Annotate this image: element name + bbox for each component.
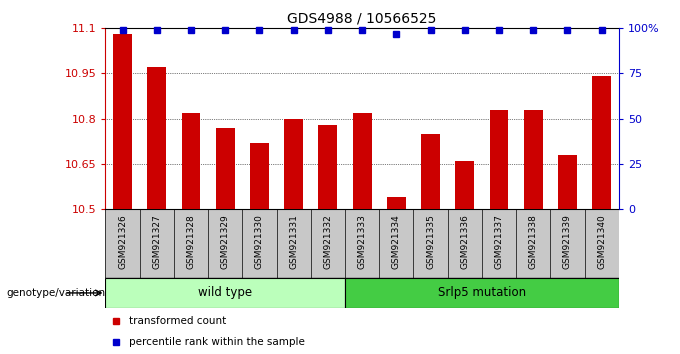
Bar bbox=[148, 67, 166, 209]
Text: GSM921336: GSM921336 bbox=[460, 215, 469, 269]
Bar bbox=[558, 155, 577, 209]
Title: GDS4988 / 10566525: GDS4988 / 10566525 bbox=[288, 12, 437, 26]
Text: wild type: wild type bbox=[198, 286, 252, 299]
Bar bbox=[216, 128, 235, 209]
Text: GSM921337: GSM921337 bbox=[494, 215, 503, 269]
Bar bbox=[250, 143, 269, 209]
Text: genotype/variation: genotype/variation bbox=[7, 288, 106, 298]
Text: GSM921331: GSM921331 bbox=[289, 215, 298, 269]
Bar bbox=[105, 209, 619, 278]
Text: GSM921335: GSM921335 bbox=[426, 215, 435, 269]
Bar bbox=[318, 125, 337, 209]
Text: GSM921334: GSM921334 bbox=[392, 215, 401, 269]
Bar bbox=[490, 110, 509, 209]
Bar bbox=[182, 113, 201, 209]
Bar bbox=[387, 197, 406, 209]
Text: GSM921327: GSM921327 bbox=[152, 215, 161, 269]
Text: GSM921329: GSM921329 bbox=[221, 215, 230, 269]
Bar bbox=[456, 161, 474, 209]
Text: transformed count: transformed count bbox=[129, 316, 226, 326]
Bar bbox=[353, 113, 371, 209]
Text: GSM921340: GSM921340 bbox=[597, 215, 606, 269]
Bar bbox=[284, 119, 303, 209]
Text: GSM921328: GSM921328 bbox=[186, 215, 195, 269]
Text: GSM921330: GSM921330 bbox=[255, 215, 264, 269]
Text: GSM921333: GSM921333 bbox=[358, 215, 367, 269]
Text: Srlp5 mutation: Srlp5 mutation bbox=[438, 286, 526, 299]
Bar bbox=[592, 76, 611, 209]
Bar bbox=[421, 134, 440, 209]
Bar bbox=[345, 278, 619, 308]
Text: GSM921332: GSM921332 bbox=[324, 215, 333, 269]
Bar bbox=[105, 278, 345, 308]
Bar bbox=[113, 34, 132, 209]
Bar bbox=[524, 110, 543, 209]
Text: percentile rank within the sample: percentile rank within the sample bbox=[129, 337, 305, 348]
Text: GSM921338: GSM921338 bbox=[529, 215, 538, 269]
Text: GSM921339: GSM921339 bbox=[563, 215, 572, 269]
Text: GSM921326: GSM921326 bbox=[118, 215, 127, 269]
